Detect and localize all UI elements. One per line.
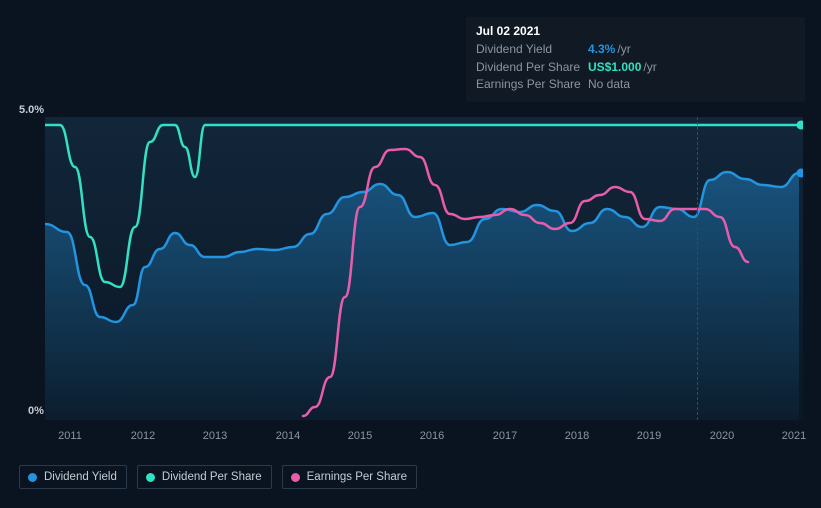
legend-label: Dividend Per Share <box>162 471 262 483</box>
tooltip-suffix: /yr <box>617 41 630 58</box>
tooltip-suffix: /yr <box>643 59 656 76</box>
tooltip-label: Dividend Yield <box>476 41 588 58</box>
tooltip-label: Dividend Per Share <box>476 59 588 76</box>
chart-cursor-line <box>697 117 698 420</box>
legend-item[interactable]: Earnings Per Share <box>282 465 417 489</box>
x-axis-tick: 2011 <box>58 430 82 442</box>
chart-tooltip: Jul 02 2021 Dividend Yield 4.3% /yr Divi… <box>466 17 805 102</box>
x-axis-tick: 2020 <box>710 430 734 442</box>
chart-legend: Dividend Yield Dividend Per Share Earnings… <box>19 465 417 489</box>
x-axis-tick: 2019 <box>637 430 661 442</box>
x-axis-tick: 2021 <box>782 430 806 442</box>
tooltip-row: Dividend Yield 4.3% /yr <box>476 41 795 58</box>
tooltip-date: Jul 02 2021 <box>476 23 795 40</box>
tooltip-value: 4.3% <box>588 41 615 58</box>
x-axis-tick: 2012 <box>131 430 155 442</box>
legend-label: Dividend Yield <box>44 471 117 483</box>
tooltip-label: Earnings Per Share <box>476 76 588 93</box>
x-axis-tick: 2016 <box>420 430 444 442</box>
legend-item[interactable]: Dividend Per Share <box>137 465 272 489</box>
y-axis-tick: 0% <box>28 405 44 417</box>
legend-dot-icon <box>28 473 37 482</box>
tooltip-value: US$1.000 <box>588 59 641 76</box>
x-axis-tick: 2018 <box>565 430 589 442</box>
tooltip-row: Dividend Per Share US$1.000 /yr <box>476 59 795 76</box>
x-axis-tick: 2014 <box>276 430 300 442</box>
x-axis-tick: 2017 <box>493 430 517 442</box>
legend-label: Earnings Per Share <box>307 471 407 483</box>
legend-dot-icon <box>291 473 300 482</box>
y-axis-tick: 5.0% <box>19 104 44 116</box>
dividend-chart <box>45 117 803 420</box>
x-axis-tick: 2015 <box>348 430 372 442</box>
tooltip-value: No data <box>588 76 630 93</box>
legend-item[interactable]: Dividend Yield <box>19 465 127 489</box>
legend-dot-icon <box>146 473 155 482</box>
x-axis-tick: 2013 <box>203 430 227 442</box>
tooltip-row: Earnings Per Share No data <box>476 76 795 93</box>
